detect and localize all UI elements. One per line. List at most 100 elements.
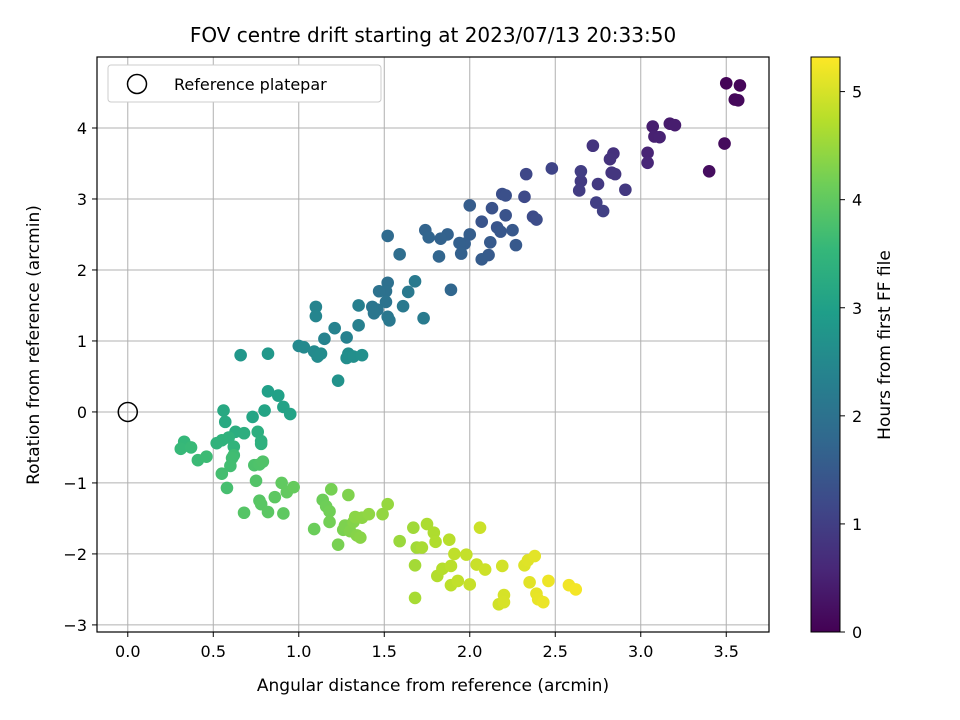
data-point [258, 404, 271, 417]
data-point [475, 253, 489, 266]
x-tick-label: 1.0 [286, 642, 311, 661]
data-point [254, 437, 268, 451]
data-point [478, 563, 492, 576]
data-point [646, 120, 660, 133]
data-point [596, 204, 610, 218]
y-tick-label: −3 [63, 616, 87, 635]
data-point [256, 455, 270, 468]
data-point [451, 574, 465, 588]
data-point [499, 189, 512, 202]
data-point [586, 139, 600, 153]
y-tick-label: −1 [63, 474, 87, 493]
data-point [352, 299, 365, 312]
chart-title: FOV centre drift starting at 2023/07/13 … [190, 23, 676, 47]
data-point [210, 436, 223, 450]
colorbar-tick-label: 5 [852, 83, 862, 102]
plot-frame [96, 56, 770, 633]
data-point [323, 515, 336, 529]
data-point [519, 167, 533, 181]
data-point [309, 300, 323, 314]
data-point [619, 183, 632, 197]
data-point [184, 441, 198, 454]
data-point [463, 199, 477, 212]
data-point [444, 283, 458, 297]
x-tick-label: 3.5 [714, 642, 739, 661]
data-point [362, 507, 376, 521]
legend-marker-icon [126, 73, 148, 95]
data-point [218, 415, 232, 429]
x-axis-ticks: 0.0 0.5 1.0 1.5 2.0 2.5 3.0 3.5 [115, 632, 739, 661]
data-point [420, 517, 434, 531]
colorbar-tick-label: 2 [852, 407, 862, 426]
data-point [460, 548, 473, 561]
data-point [275, 476, 288, 490]
data-point [237, 426, 251, 440]
data-point [220, 481, 234, 495]
data-point [483, 235, 497, 249]
data-point [372, 284, 386, 298]
data-point [237, 506, 251, 520]
data-point [641, 146, 654, 160]
colorbar-tick-label: 4 [852, 191, 862, 210]
data-point [574, 164, 588, 178]
data-point [309, 309, 323, 323]
data-point [331, 538, 345, 551]
x-tick-label: 2.5 [543, 642, 568, 661]
y-tick-label: 2 [77, 261, 87, 280]
data-point [591, 177, 605, 191]
y-tick-label: −2 [63, 545, 87, 564]
data-point [417, 311, 430, 325]
data-point [641, 156, 654, 170]
x-axis-label: Angular distance from reference (arcmin) [257, 676, 609, 696]
data-point [530, 213, 543, 226]
data-point [401, 285, 415, 299]
data-point [542, 574, 555, 588]
data-point [355, 348, 369, 362]
data-points [174, 76, 747, 611]
data-point [328, 321, 341, 335]
grid-lines [97, 57, 769, 632]
legend-box [107, 64, 382, 103]
data-point [444, 559, 458, 573]
x-tick-label: 3.0 [628, 642, 653, 661]
data-point [572, 184, 586, 197]
data-point [408, 591, 422, 605]
data-point [608, 167, 622, 181]
data-point [432, 250, 446, 263]
data-point [702, 164, 716, 178]
data-point [528, 549, 542, 563]
data-point [383, 314, 396, 327]
data-point [393, 534, 406, 548]
data-point [331, 374, 345, 388]
data-point [497, 595, 511, 609]
data-point [283, 407, 297, 421]
data-point [217, 404, 230, 417]
data-point [494, 225, 507, 238]
data-point [718, 137, 731, 150]
data-point [367, 306, 381, 320]
x-tick-label: 2.0 [457, 642, 482, 661]
data-point [545, 162, 559, 175]
data-point [733, 79, 747, 92]
data-point [287, 480, 300, 494]
data-point [589, 196, 603, 209]
data-point [271, 389, 285, 402]
data-point [261, 347, 275, 361]
data-point [495, 559, 509, 573]
y-axis-label: Rotation from reference (arcmin) [24, 205, 44, 485]
y-tick-label: 3 [77, 190, 87, 209]
data-point [396, 299, 410, 313]
data-point [381, 497, 394, 511]
data-point [463, 228, 477, 241]
x-tick-label: 1.5 [372, 642, 397, 661]
data-point [454, 247, 468, 260]
reference-marker-group [117, 401, 139, 423]
y-tick-label: 0 [77, 403, 87, 422]
colorbar-ticks: 0 1 2 3 4 5 [840, 83, 862, 642]
data-point [653, 130, 666, 144]
data-point [324, 483, 338, 496]
data-point [463, 578, 477, 591]
data-point [509, 238, 523, 252]
data-point [523, 576, 536, 589]
